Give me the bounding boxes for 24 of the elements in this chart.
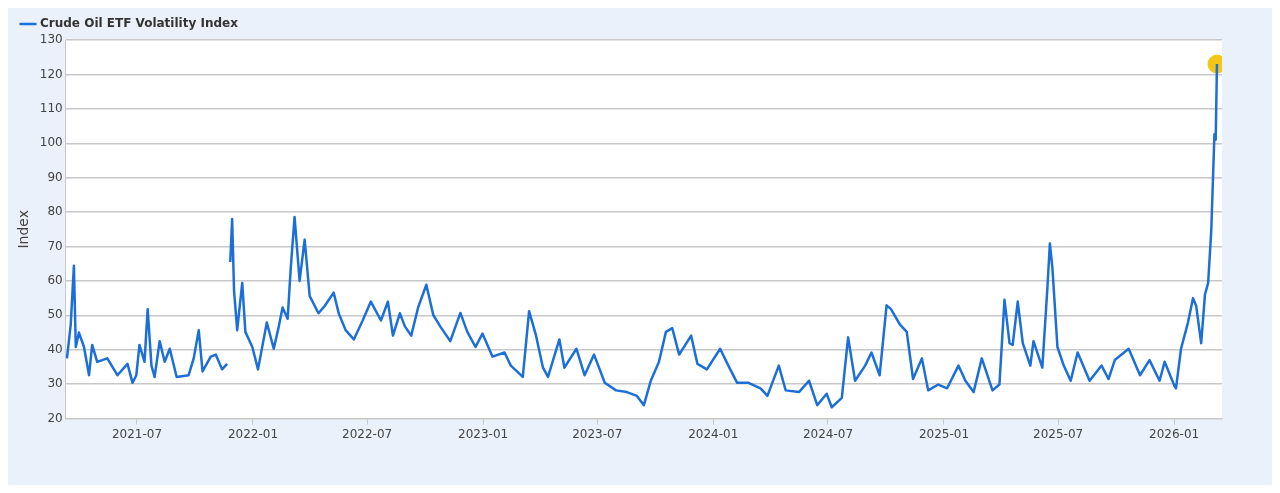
y-tick-label: 100 xyxy=(39,135,63,150)
x-tick-label: 2021-07 xyxy=(111,426,163,441)
y-tick-label: 70 xyxy=(47,238,63,253)
x-tick-label: 2024-01 xyxy=(688,426,739,441)
x-tick-label: 2024-07 xyxy=(802,426,854,441)
x-tick-label: 2022-01 xyxy=(227,426,279,441)
y-tick-label: 90 xyxy=(47,169,63,184)
y-tick-label: 30 xyxy=(47,376,63,391)
y-axis-title: Index xyxy=(15,210,32,249)
y-tick-label: 20 xyxy=(47,410,63,425)
x-tick-label: 2025-01 xyxy=(918,426,970,441)
x-tick-label: 2026-01 xyxy=(1149,426,1200,441)
x-tick-label: 2023-07 xyxy=(572,426,623,441)
y-tick-label: 130 xyxy=(39,32,63,47)
x-tick-label: 2022-07 xyxy=(342,426,393,441)
x-tick-label: 2023-01 xyxy=(458,426,509,441)
y-tick-label: 60 xyxy=(47,273,63,288)
y-tick-label: 110 xyxy=(39,100,63,115)
y-tick-label: 40 xyxy=(47,341,63,356)
x-tick-label: 2025-07 xyxy=(1033,426,1084,441)
y-tick-label: 120 xyxy=(39,66,63,81)
legend-label: Crude Oil ETF Volatility Index xyxy=(40,16,239,31)
y-tick-label: 80 xyxy=(47,204,63,219)
y-tick-label: 50 xyxy=(47,307,63,322)
